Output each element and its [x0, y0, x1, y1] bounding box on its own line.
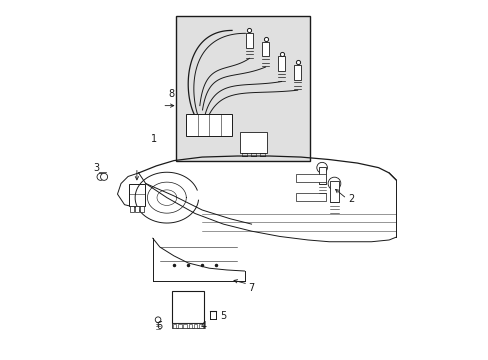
Bar [186, 114, 231, 136]
Bar [262, 42, 268, 57]
Bar [295, 193, 325, 201]
Text: 3: 3 [93, 163, 100, 173]
Text: 7: 7 [247, 283, 254, 293]
Text: 1: 1 [151, 134, 157, 144]
Bar [295, 174, 325, 182]
Bar [130, 207, 133, 212]
Bar [140, 207, 143, 212]
Bar [172, 324, 176, 328]
Text: 5: 5 [220, 311, 226, 321]
Bar [172, 323, 203, 328]
Bar [193, 324, 197, 328]
Circle shape [101, 173, 107, 180]
Circle shape [155, 317, 161, 323]
Bar [188, 324, 192, 328]
Bar [178, 324, 181, 328]
Bar [175, 16, 309, 161]
Bar [135, 207, 139, 212]
Text: 8: 8 [168, 89, 174, 99]
Text: 6: 6 [156, 321, 162, 332]
Circle shape [327, 177, 340, 190]
Text: 4: 4 [200, 321, 206, 332]
Bar [240, 132, 266, 153]
Bar [129, 184, 145, 207]
Bar [199, 324, 203, 328]
Text: 2: 2 [348, 194, 354, 204]
Bar [245, 33, 252, 48]
Bar [278, 57, 285, 71]
Bar [318, 167, 325, 184]
Bar [183, 324, 186, 328]
Bar [329, 181, 338, 202]
Bar [294, 65, 301, 80]
Circle shape [316, 162, 327, 173]
Bar [172, 291, 203, 323]
Circle shape [97, 173, 104, 180]
